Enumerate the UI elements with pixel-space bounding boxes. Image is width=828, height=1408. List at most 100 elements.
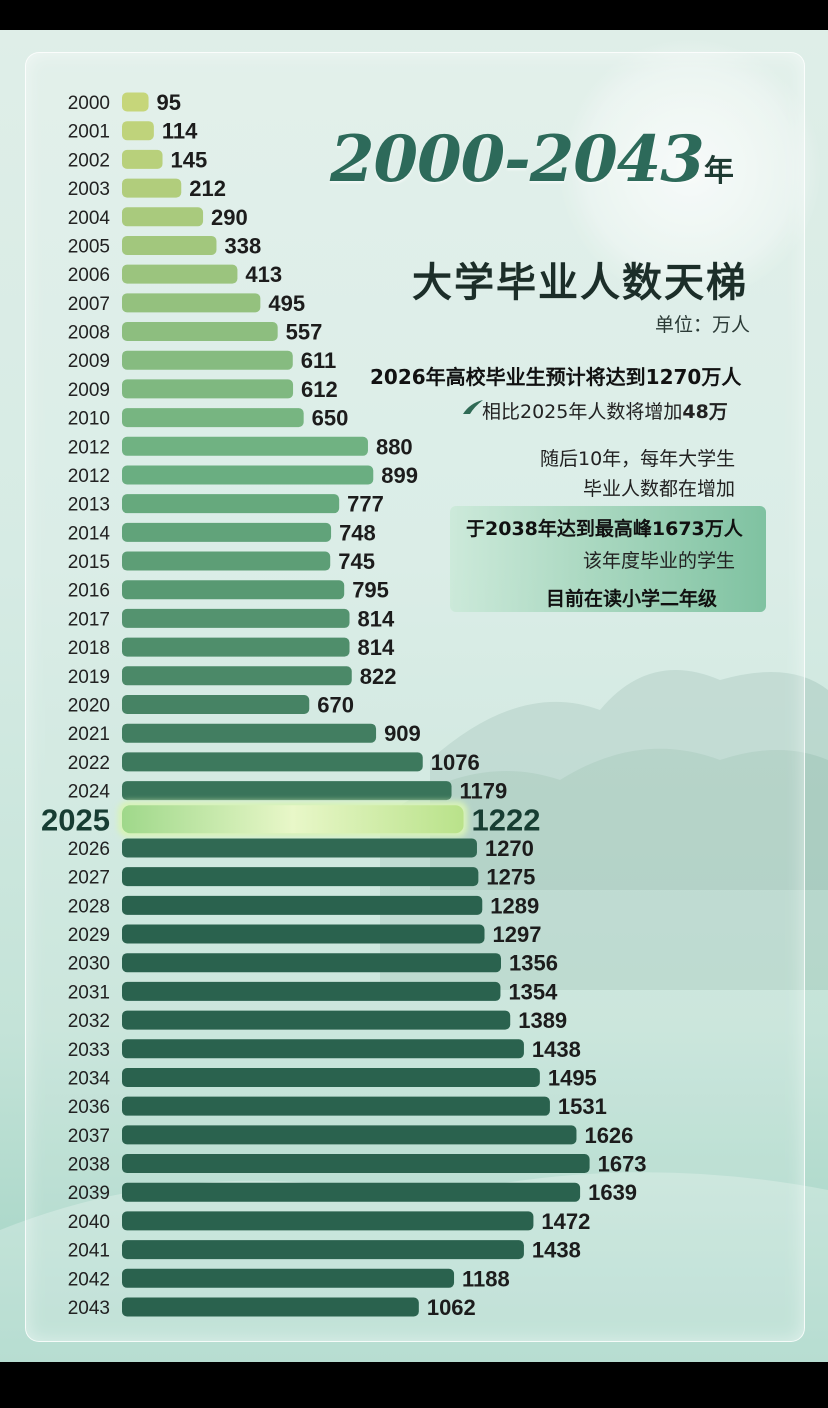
value-label: 814 [358,606,395,631]
year-label: 2010 [68,409,110,430]
value-label: 1222 [472,802,541,837]
value-label: 1389 [518,1008,567,1033]
note-increasing: 毕业人数都在增加 [583,478,736,500]
value-label: 290 [211,205,248,230]
note-increase: 相比2025年人数将增加48万 [482,397,728,424]
year-label: 2012 [68,437,110,458]
bar [122,895,483,915]
moon-glow [560,40,820,300]
value-label: 1639 [588,1180,637,1205]
year-label: 2036 [68,1097,110,1118]
swoosh-icon [463,400,483,414]
value-label: 611 [301,348,337,373]
year-label: 2016 [68,581,110,602]
bar-chart: 2000 95 2001 114 2002 145 2003 212 2004 290 2005 33… [41,90,647,1320]
chart-title-years: 2000-2043年 [330,122,800,197]
year-label: 2017 [68,609,110,630]
year-label: 2009 [68,351,110,372]
bar [122,637,350,657]
value-label: 1354 [508,979,558,1004]
year-label: 2042 [68,1269,110,1290]
year-label: 2007 [68,294,110,315]
year-label: 2031 [68,982,110,1003]
year-label: 2019 [68,667,110,688]
value-label: 1289 [490,893,539,918]
bar [122,1154,590,1174]
value-label: 748 [339,520,376,545]
bar [122,1211,534,1231]
year-label: 2029 [68,925,110,946]
value-label: 95 [157,90,181,115]
note-increase-value: 48万 [682,401,728,423]
bar [122,293,261,313]
value-label: 212 [189,176,226,201]
value-label: 880 [376,434,413,459]
highlight-box [450,506,766,612]
year-label: 2034 [68,1068,111,1089]
year-label: 2003 [68,179,110,200]
value-label: 1076 [431,750,480,775]
bar [122,608,350,628]
note-peak: 于2038年达到最高峰1673万人 [466,518,743,540]
year-label: 2022 [68,753,110,774]
year-label: 2005 [68,236,110,257]
value-label: 1188 [462,1266,510,1291]
bar [122,149,163,169]
value-label: 557 [286,320,323,345]
bar [122,981,501,1001]
year-label: 2028 [68,896,110,917]
bar [122,867,479,887]
bar [122,580,345,600]
year-label: 2006 [68,265,110,286]
value-label: 1179 [460,779,508,804]
chart-subtitle: 大学毕业人数天梯 [412,260,748,306]
value-label: 795 [352,578,389,603]
value-label: 909 [384,721,421,746]
bar [122,494,340,514]
value-label: 670 [317,693,354,718]
year-label: 2021 [68,724,110,745]
value-label: 822 [360,664,397,689]
bar [122,1096,550,1116]
bar [122,1182,581,1202]
value-label: 495 [268,291,305,316]
year-label: 2041 [68,1241,110,1262]
year-label: 2013 [68,495,110,516]
bar [122,551,331,571]
year-label: 2009 [68,380,110,401]
title-suffix: 年 [703,154,734,189]
year-label: 2014 [68,523,111,544]
year-label: 2000 [68,93,110,114]
value-label: 612 [301,377,338,402]
value-label: 1673 [598,1152,647,1177]
year-label: 2004 [68,208,111,229]
value-label: 745 [338,549,375,574]
bar [122,207,204,227]
year-label: 2001 [68,122,110,143]
bar [122,522,332,542]
value-label: 1356 [509,951,558,976]
bar [122,1039,524,1059]
bar [122,695,310,714]
value-label: 1438 [532,1238,581,1263]
year-label: 2030 [68,954,110,975]
bar [122,781,452,801]
year-label: 2037 [68,1126,110,1147]
value-label: 338 [224,233,261,258]
value-label: 650 [312,406,349,431]
note-increase-prefix: 相比2025年人数将增加 [482,401,683,423]
year-label: 2027 [68,868,110,889]
bar [122,924,485,944]
value-label: 777 [347,492,384,517]
bar [122,1240,524,1260]
bar [122,264,238,284]
year-label: 2040 [68,1212,110,1233]
bar [122,465,374,485]
year-label: 2008 [68,323,110,344]
year-label: 2015 [68,552,110,573]
bar [122,379,294,399]
poster: 2000 95 2001 114 2002 145 2003 212 2004 290 2005 33… [0,30,828,1362]
bar [122,178,182,198]
value-label: 1495 [548,1065,597,1090]
bar [122,1010,511,1030]
